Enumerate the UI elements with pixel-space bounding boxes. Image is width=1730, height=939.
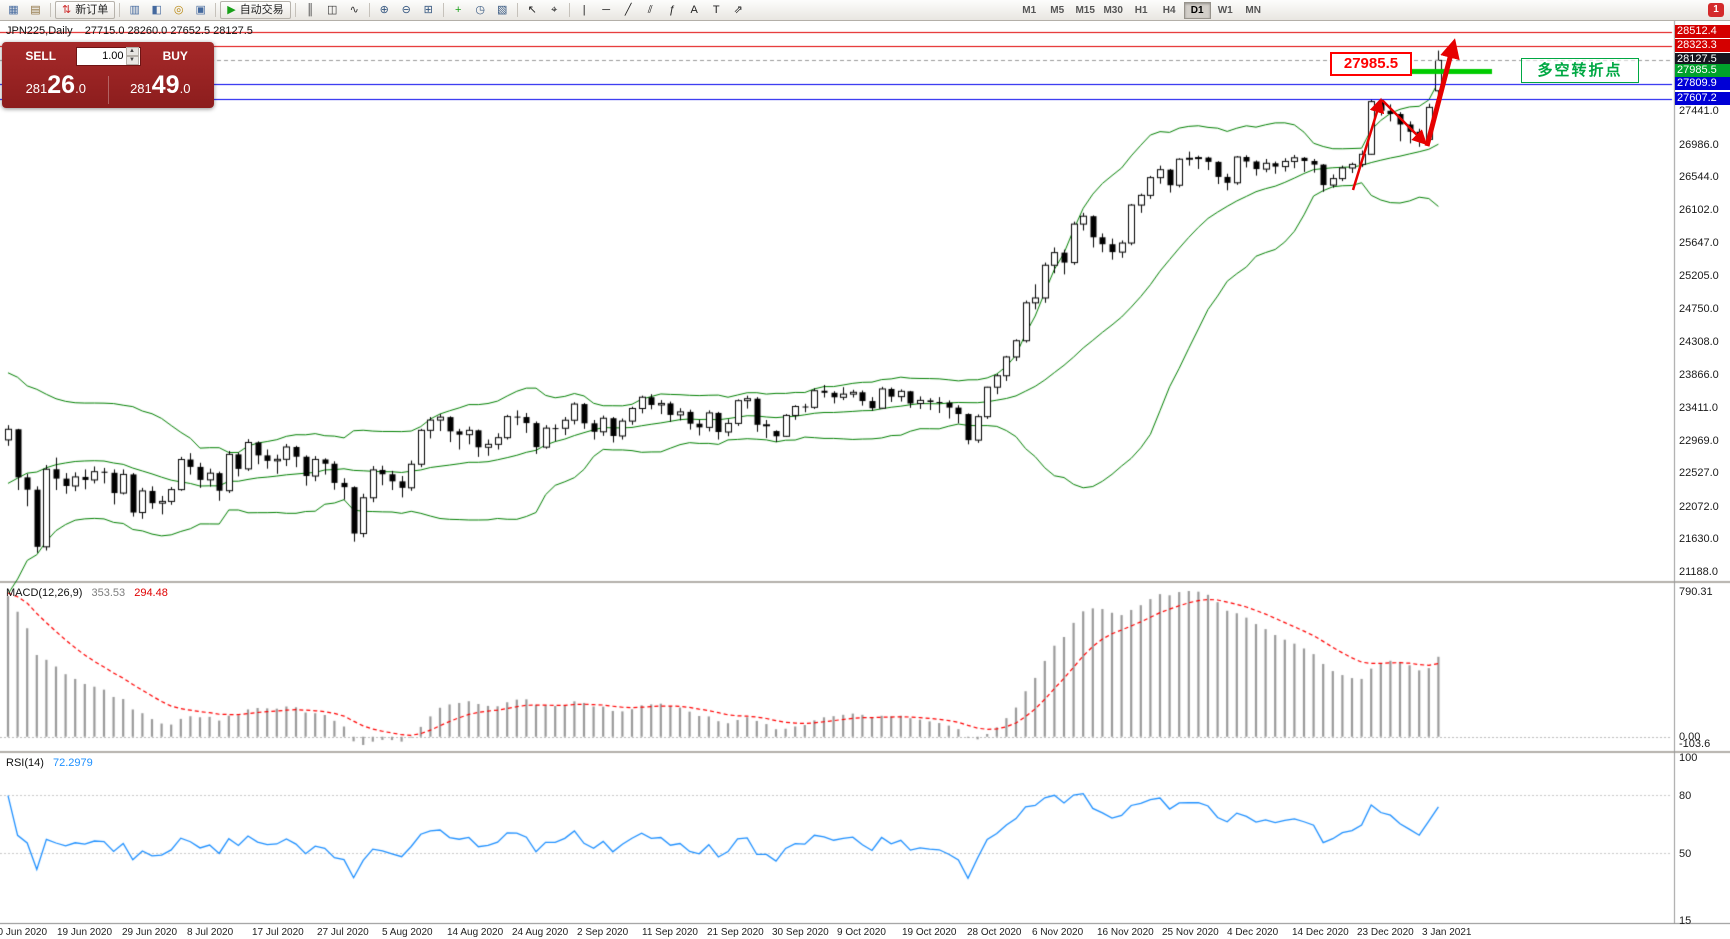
toolbar-separator bbox=[442, 3, 444, 17]
toolbar-separator bbox=[215, 3, 217, 17]
chart-ohlc-values: 27715.0 28260.0 27652.5 28127.5 bbox=[84, 25, 253, 37]
volume-spinner[interactable]: ▲ ▼ bbox=[125, 47, 139, 65]
buy-price-digits: 281 bbox=[130, 81, 152, 96]
autotrading-button-icon: ▶ bbox=[227, 4, 236, 16]
bar-chart-icon[interactable]: ║ bbox=[306, 4, 315, 16]
chart-title: JPN225,Daily 27715.0 28260.0 27652.5 281… bbox=[6, 25, 253, 37]
one-click-trading-panel: SELL ▲ ▼ BUY 28126.0 28149.0 bbox=[2, 42, 214, 108]
toolbar-separator bbox=[50, 3, 51, 17]
cursor-icon[interactable]: ↖ bbox=[527, 4, 537, 16]
autotrading-button-label: 自动交易 bbox=[239, 4, 284, 16]
macd-value: 353.53 bbox=[91, 587, 126, 599]
sell-price-digits: 281 bbox=[25, 81, 48, 96]
new-chart-icon[interactable]: ▦ bbox=[8, 4, 19, 16]
channel-icon[interactable]: ⫽ bbox=[647, 4, 653, 16]
indicators-icon[interactable]: + bbox=[454, 4, 462, 16]
toolbar-separator bbox=[368, 3, 370, 17]
toolbar-separator bbox=[294, 3, 296, 17]
turning-point-annotation: 多空转折点 bbox=[1521, 58, 1639, 83]
tab-timeframe-m30[interactable]: M30 bbox=[1103, 4, 1123, 16]
tab-timeframe-d1[interactable]: D1 bbox=[1183, 1, 1211, 19]
fibonacci-icon[interactable]: ƒ bbox=[669, 4, 676, 16]
zoom-out-icon[interactable]: ⊖ bbox=[401, 4, 411, 16]
macd-signal-value: 294.48 bbox=[134, 587, 168, 599]
rsi-name: RSI(14) bbox=[6, 757, 44, 769]
alerts-badge[interactable]: 1 bbox=[1708, 3, 1724, 17]
rsi-value: 72.2979 bbox=[52, 757, 93, 769]
buy-button[interactable]: BUY bbox=[162, 49, 188, 63]
macd-name: MACD(12,26,9) bbox=[6, 587, 83, 599]
new-order-button[interactable]: ⇅ 新订单 bbox=[55, 1, 116, 19]
autotrading-button[interactable]: ▶ 自动交易 bbox=[220, 1, 291, 19]
data-window-icon[interactable]: ◧ bbox=[151, 4, 162, 16]
sell-price[interactable]: 28126.0 bbox=[4, 70, 108, 104]
new-order-button-label: 新订单 bbox=[75, 4, 109, 16]
market-watch-icon[interactable]: ▥ bbox=[129, 4, 140, 16]
terminal-icon[interactable]: ▣ bbox=[195, 4, 206, 16]
tile-windows-icon[interactable]: ⊞ bbox=[423, 4, 433, 16]
price-divider bbox=[107, 76, 109, 104]
sell-price-digits: 26 bbox=[47, 71, 76, 99]
tab-timeframe-m1[interactable]: M1 bbox=[1022, 4, 1037, 16]
buy-price[interactable]: 28149.0 bbox=[109, 70, 213, 104]
volume-up-icon[interactable]: ▲ bbox=[125, 47, 139, 56]
text-icon[interactable]: A bbox=[690, 4, 698, 16]
profiles-icon[interactable]: ▤ bbox=[30, 4, 41, 16]
toolbar-separator bbox=[516, 3, 518, 17]
tab-timeframe-m5[interactable]: M5 bbox=[1050, 4, 1065, 16]
horizontal-line-icon[interactable]: ─ bbox=[602, 4, 611, 16]
tab-timeframe-h1[interactable]: H1 bbox=[1134, 4, 1148, 16]
toolbar-separator bbox=[119, 3, 121, 17]
arrow-tools-icon[interactable]: ⇗ bbox=[733, 4, 743, 16]
zoom-in-icon[interactable]: ⊕ bbox=[379, 4, 389, 16]
tab-timeframe-m15[interactable]: M15 bbox=[1075, 4, 1095, 16]
trendline-icon[interactable]: ╱ bbox=[624, 4, 632, 16]
chart-symbol-period: JPN225,Daily bbox=[6, 25, 73, 37]
new-order-button-icon: ⇅ bbox=[62, 4, 72, 16]
macd-indicator-label: MACD(12,26,9) 353.53 294.48 bbox=[6, 587, 168, 599]
tab-timeframe-mn[interactable]: MN bbox=[1245, 4, 1261, 16]
buy-price-digits: 49 bbox=[151, 71, 180, 99]
sell-button[interactable]: SELL bbox=[25, 49, 57, 63]
sell-price-digits: .0 bbox=[75, 81, 86, 96]
trade-prices-row: 28126.0 28149.0 bbox=[2, 68, 214, 104]
trade-controls-row: SELL ▲ ▼ BUY bbox=[2, 42, 214, 68]
navigator-icon[interactable]: ◎ bbox=[173, 4, 184, 16]
text-label-icon[interactable]: T bbox=[712, 4, 720, 16]
volume-down-icon[interactable]: ▼ bbox=[125, 56, 139, 65]
candlestick-chart-icon[interactable]: ◫ bbox=[326, 4, 338, 16]
volume-input[interactable] bbox=[77, 49, 126, 63]
volume-field: ▲ ▼ bbox=[75, 46, 141, 66]
main-toolbar: ▦ ▤ ⇅ 新订单 ▥ ◧ ◎ ▣ ▶ 自动交易 ║ ◫ ∿ ⊕ ⊖ ⊞ + ◷ ▧ ↖ ⌖ | ─ ╱ ⫽ ƒ A T ⇗ M1 M5 M1… bbox=[0, 0, 1730, 21]
buy-price-digits: .0 bbox=[179, 81, 191, 96]
periods-icon[interactable]: ◷ bbox=[475, 4, 485, 16]
rsi-indicator-label: RSI(14) 72.2979 bbox=[6, 757, 93, 769]
vertical-line-icon[interactable]: | bbox=[582, 4, 586, 16]
templates-icon[interactable]: ▧ bbox=[496, 4, 508, 16]
toolbar-separator bbox=[568, 3, 570, 17]
line-chart-icon[interactable]: ∿ bbox=[349, 4, 359, 16]
tab-timeframe-h4[interactable]: H4 bbox=[1162, 4, 1176, 16]
tab-timeframe-w1[interactable]: W1 bbox=[1217, 4, 1233, 16]
crosshair-icon[interactable]: ⌖ bbox=[551, 4, 558, 16]
price-annotation-label: 27985.5 bbox=[1330, 52, 1412, 76]
